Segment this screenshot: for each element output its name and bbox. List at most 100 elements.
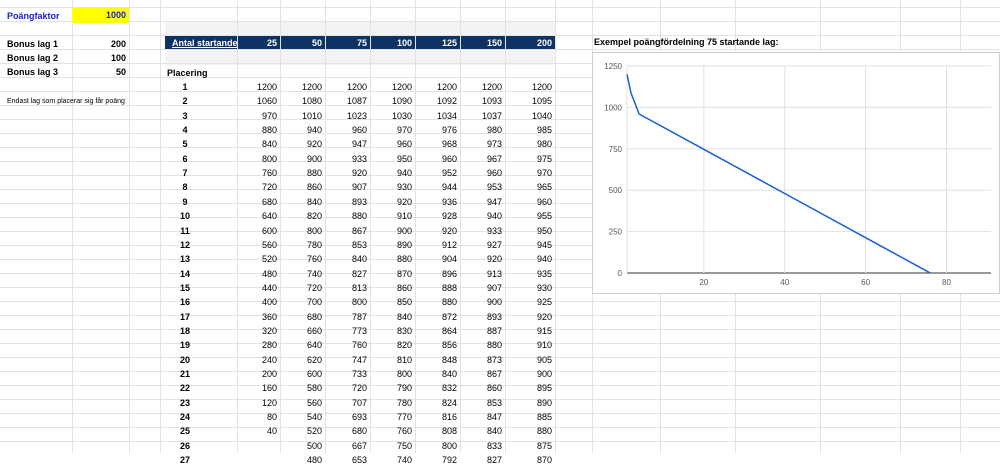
points-cell[interactable]: 867 <box>486 369 502 379</box>
points-cell[interactable]: 792 <box>441 455 457 465</box>
points-cell[interactable]: 900 <box>486 297 502 307</box>
points-cell[interactable]: 720 <box>261 182 277 192</box>
points-cell[interactable]: 520 <box>261 254 277 264</box>
points-cell[interactable]: 1037 <box>481 111 502 121</box>
points-cell[interactable]: 904 <box>441 254 457 264</box>
points-cell[interactable]: 952 <box>441 168 457 178</box>
points-cell[interactable]: 860 <box>306 182 322 192</box>
placement-cell[interactable]: 16 <box>179 297 190 307</box>
header-col-125[interactable]: 125 <box>441 38 457 48</box>
points-cell[interactable]: 1040 <box>531 111 552 121</box>
points-cell[interactable]: 827 <box>351 269 367 279</box>
points-cell[interactable]: 1200 <box>301 82 322 92</box>
points-cell[interactable]: 1093 <box>481 96 502 106</box>
points-cell[interactable]: 860 <box>396 283 412 293</box>
points-cell[interactable]: 920 <box>351 168 367 178</box>
points-cell[interactable] <box>235 439 280 453</box>
points-cell[interactable]: 808 <box>441 426 457 436</box>
points-cell[interactable]: 880 <box>441 297 457 307</box>
placement-cell[interactable]: 26 <box>179 441 190 451</box>
points-cell[interactable]: 896 <box>441 269 457 279</box>
points-cell[interactable]: 1023 <box>346 111 367 121</box>
points-cell[interactable]: 947 <box>351 139 367 149</box>
points-cell[interactable]: 893 <box>486 312 502 322</box>
points-cell[interactable]: 1030 <box>391 111 412 121</box>
points-cell[interactable]: 827 <box>486 455 502 465</box>
points-cell[interactable]: 560 <box>261 240 277 250</box>
points-cell[interactable]: 965 <box>536 182 552 192</box>
points-cell[interactable]: 953 <box>486 182 502 192</box>
points-cell[interactable]: 760 <box>351 340 367 350</box>
points-cell[interactable]: 960 <box>486 168 502 178</box>
points-cell[interactable]: 968 <box>441 139 457 149</box>
points-cell[interactable]: 950 <box>396 154 412 164</box>
points-cell[interactable]: 875 <box>536 441 552 451</box>
points-cell[interactable]: 848 <box>441 355 457 365</box>
points-cell[interactable]: 620 <box>306 355 322 365</box>
points-cell[interactable]: 790 <box>396 383 412 393</box>
points-cell[interactable]: 840 <box>261 139 277 149</box>
placement-cell[interactable]: 13 <box>179 254 190 264</box>
points-cell[interactable]: 867 <box>351 226 367 236</box>
points-cell[interactable]: 816 <box>441 412 457 422</box>
points-cell[interactable]: 880 <box>306 168 322 178</box>
placement-cell[interactable]: 24 <box>179 412 190 422</box>
placement-cell[interactable]: 19 <box>179 340 190 350</box>
points-cell[interactable]: 853 <box>486 398 502 408</box>
points-factor-input[interactable]: 1000 <box>72 8 129 23</box>
points-cell[interactable]: 912 <box>441 240 457 250</box>
points-cell[interactable]: 40 <box>266 426 277 436</box>
points-cell[interactable]: 1200 <box>531 82 552 92</box>
points-cell[interactable]: 920 <box>396 197 412 207</box>
placement-cell[interactable]: 17 <box>179 312 190 322</box>
points-cell[interactable]: 667 <box>351 441 367 451</box>
points-cell[interactable]: 1200 <box>436 82 457 92</box>
points-cell[interactable]: 824 <box>441 398 457 408</box>
points-cell[interactable]: 928 <box>441 211 457 221</box>
bonus-value-1[interactable]: 200 <box>110 39 126 49</box>
points-cell[interactable]: 200 <box>261 369 277 379</box>
header-col-100[interactable]: 100 <box>396 38 412 48</box>
points-cell[interactable]: 890 <box>536 398 552 408</box>
points-cell[interactable]: 940 <box>536 254 552 264</box>
points-cell[interactable]: 787 <box>351 312 367 322</box>
chart-container[interactable]: 0 250 500 750 1000 1250 20 40 60 80 <box>592 52 1000 294</box>
points-cell[interactable]: 980 <box>486 125 502 135</box>
header-col-200[interactable]: 200 <box>536 38 552 48</box>
placement-cell[interactable]: 8 <box>182 182 188 192</box>
points-cell[interactable]: 80 <box>266 412 277 422</box>
points-cell[interactable]: 944 <box>441 182 457 192</box>
points-cell[interactable]: 840 <box>396 312 412 322</box>
points-cell[interactable]: 707 <box>351 398 367 408</box>
points-cell[interactable]: 940 <box>396 168 412 178</box>
points-cell[interactable]: 720 <box>351 383 367 393</box>
points-cell[interactable]: 933 <box>351 154 367 164</box>
points-cell[interactable]: 907 <box>486 283 502 293</box>
points-cell[interactable]: 907 <box>351 182 367 192</box>
placement-cell[interactable]: 23 <box>179 398 190 408</box>
points-cell[interactable]: 747 <box>351 355 367 365</box>
points-cell[interactable]: 947 <box>486 197 502 207</box>
points-cell[interactable]: 960 <box>396 139 412 149</box>
points-cell[interactable]: 960 <box>441 154 457 164</box>
points-cell[interactable]: 810 <box>396 355 412 365</box>
points-cell[interactable]: 750 <box>396 441 412 451</box>
points-cell[interactable]: 520 <box>306 426 322 436</box>
points-cell[interactable]: 880 <box>396 254 412 264</box>
header-col-150[interactable]: 150 <box>486 38 502 48</box>
points-cell[interactable]: 864 <box>441 326 457 336</box>
points-cell[interactable]: 680 <box>306 312 322 322</box>
points-cell[interactable]: 693 <box>351 412 367 422</box>
points-cell[interactable]: 760 <box>396 426 412 436</box>
points-cell[interactable]: 820 <box>306 211 322 221</box>
points-cell[interactable]: 856 <box>441 340 457 350</box>
points-cell[interactable]: 980 <box>536 139 552 149</box>
points-cell[interactable]: 1087 <box>346 96 367 106</box>
points-cell[interactable]: 740 <box>396 455 412 465</box>
points-cell[interactable]: 830 <box>396 326 412 336</box>
points-cell[interactable]: 940 <box>486 211 502 221</box>
points-cell[interactable]: 888 <box>441 283 457 293</box>
points-cell[interactable]: 800 <box>396 369 412 379</box>
points-cell[interactable]: 680 <box>261 197 277 207</box>
header-col-75[interactable]: 75 <box>356 38 367 48</box>
